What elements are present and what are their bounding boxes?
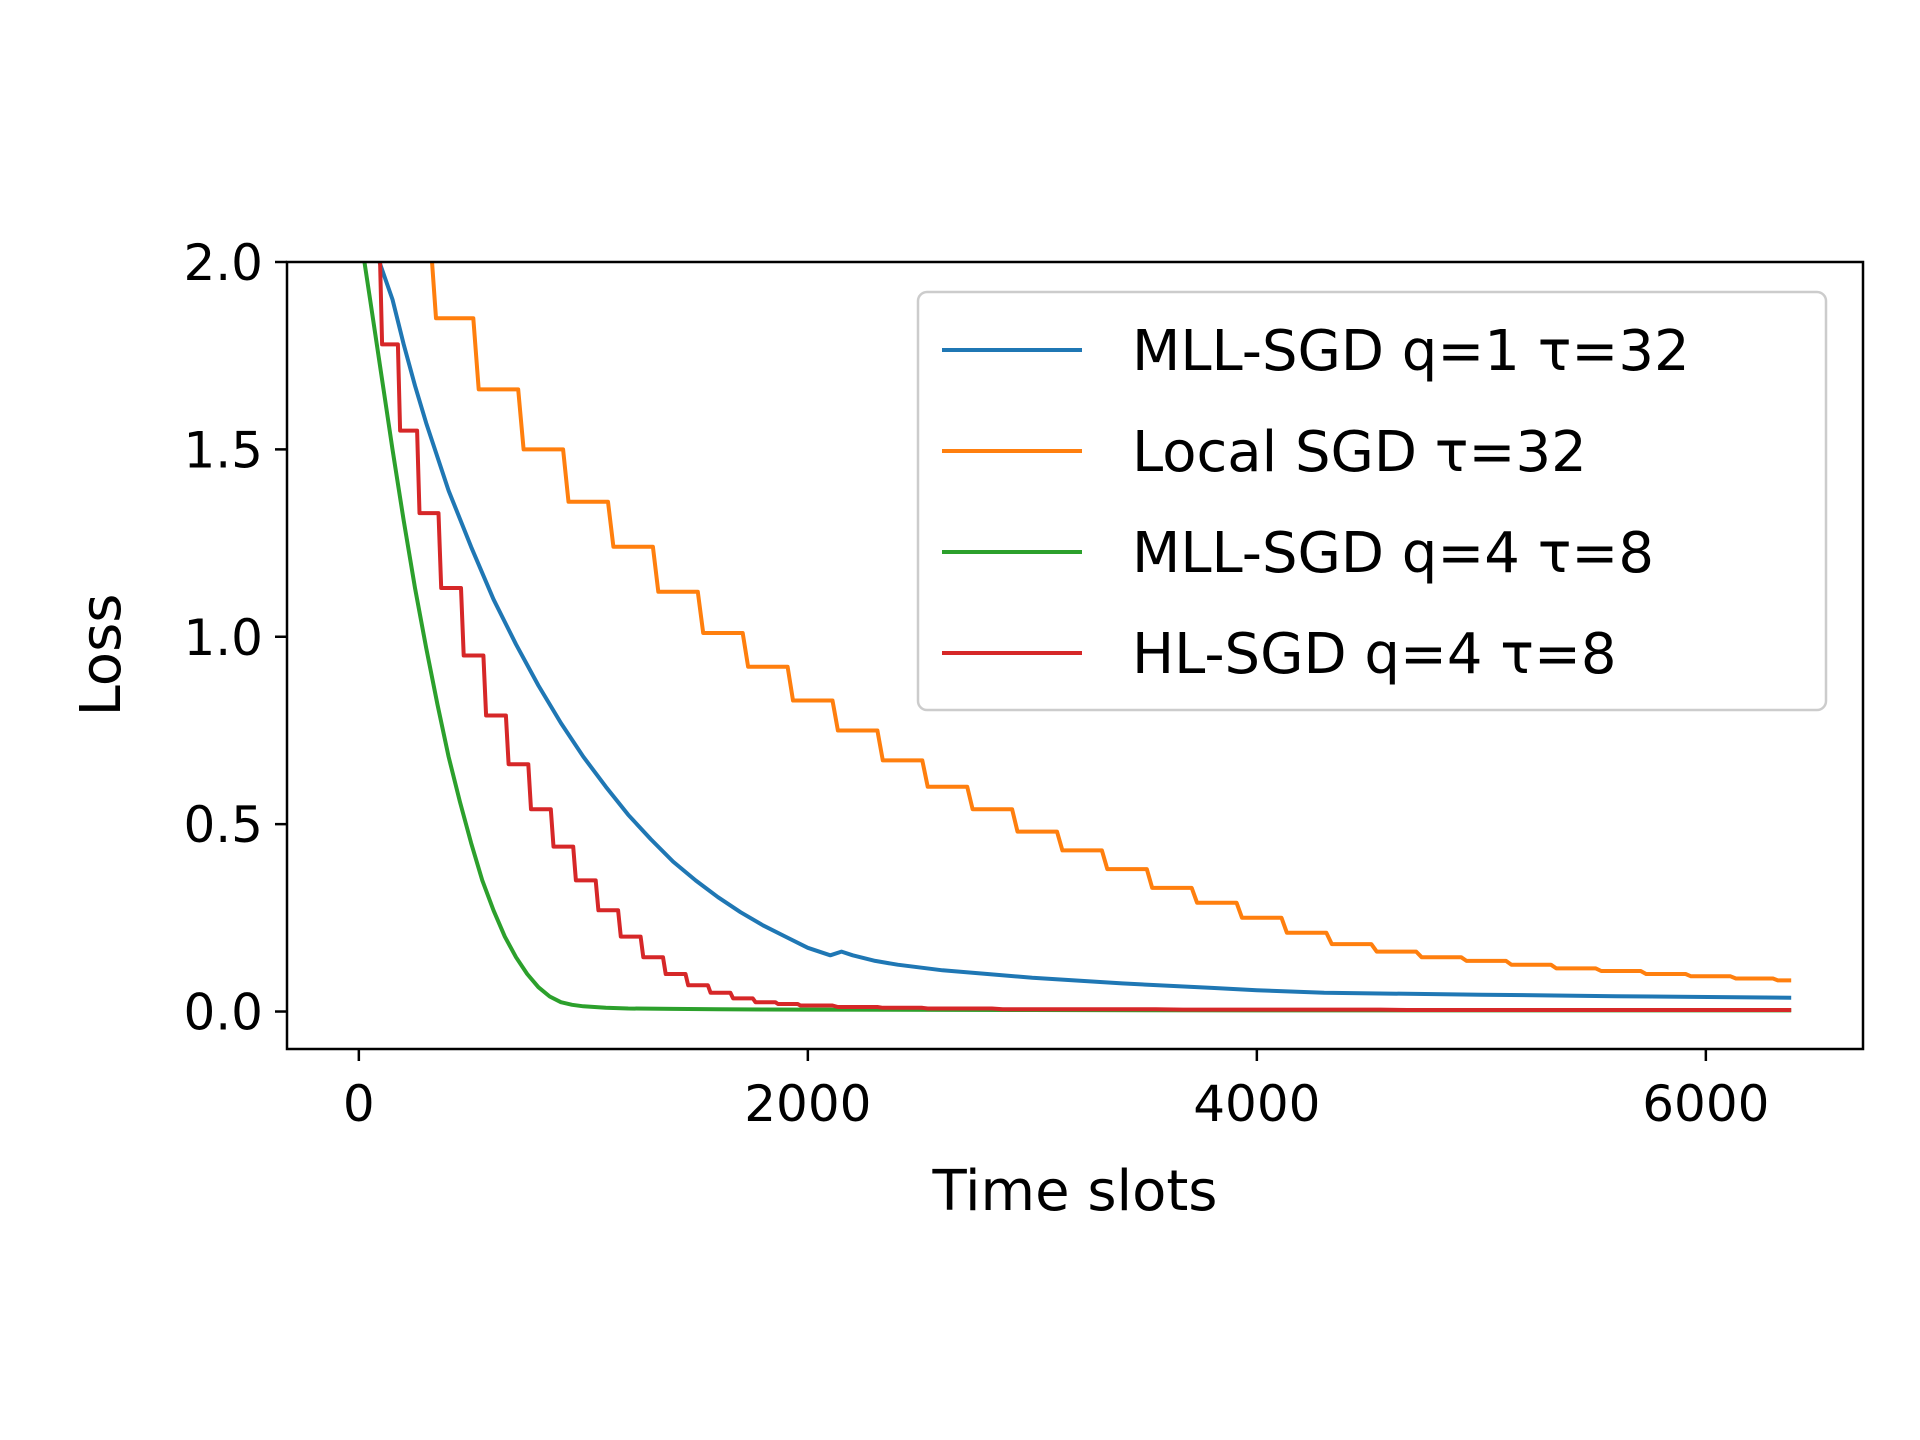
y-tick-label: 0.5 bbox=[183, 796, 263, 854]
y-tick-label: 0.0 bbox=[183, 984, 263, 1042]
y-tick-label: 1.0 bbox=[183, 609, 263, 667]
x-axis-label: Time slots bbox=[932, 1159, 1218, 1224]
y-ticks: 0.0 0.5 1.0 1.5 2.0 bbox=[183, 234, 287, 1042]
series-line-1 bbox=[377, 262, 1792, 1000]
y-tick-label: 2.0 bbox=[183, 234, 263, 292]
series-line-2 bbox=[430, 262, 1792, 983]
axes-frame bbox=[285, 260, 1865, 1051]
x-tick-label: 2000 bbox=[744, 1075, 871, 1133]
x-tick-label: 0 bbox=[343, 1075, 375, 1133]
x-tick-label: 6000 bbox=[1642, 1075, 1769, 1133]
series-layer bbox=[362, 262, 1792, 1013]
legend-label-4: HL-SGD q=4 τ=8 bbox=[1132, 622, 1617, 687]
legend-label-1: MLL-SGD q=1 τ=32 bbox=[1132, 319, 1690, 384]
x-ticks: 0 2000 4000 6000 bbox=[343, 1049, 1769, 1133]
y-tick-label: 1.5 bbox=[183, 421, 263, 479]
legend-label-2: Local SGD τ=32 bbox=[1132, 420, 1587, 485]
legend-label-3: MLL-SGD q=4 τ=8 bbox=[1132, 521, 1654, 586]
y-axis-label: Loss bbox=[69, 594, 134, 717]
series-line-3 bbox=[362, 262, 1792, 1013]
series-line-4 bbox=[378, 262, 1792, 1012]
legend: MLL-SGD q=1 τ=32 Local SGD τ=32 MLL-SGD q=… bbox=[916, 290, 1828, 712]
legend-box bbox=[916, 290, 1828, 712]
x-tick-label: 4000 bbox=[1193, 1075, 1320, 1133]
